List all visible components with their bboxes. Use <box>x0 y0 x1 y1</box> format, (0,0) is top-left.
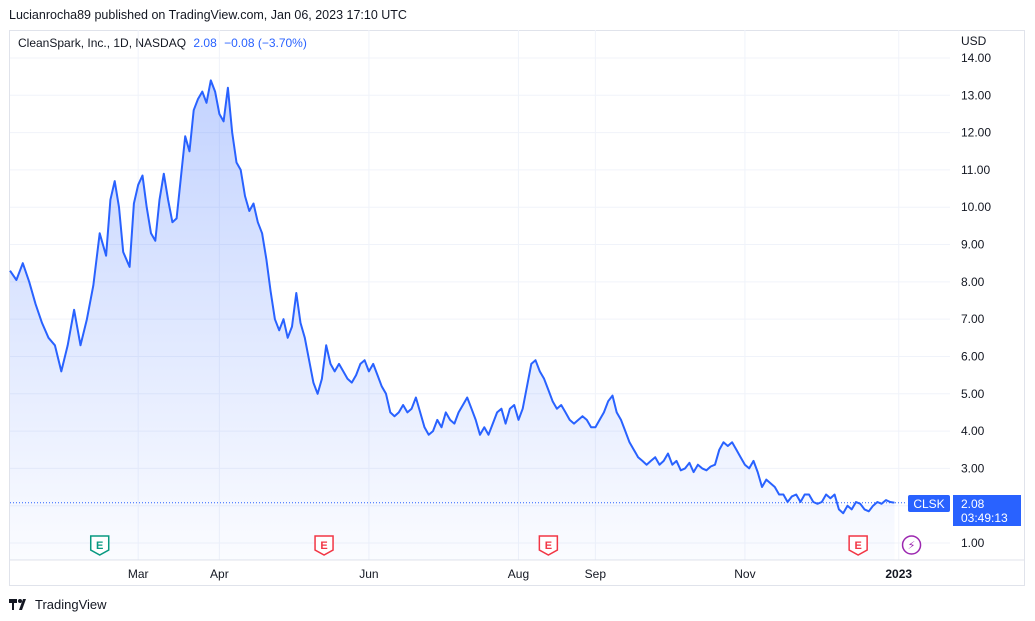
x-tick-label: Jun <box>359 567 378 581</box>
ticker-tag-label: CLSK <box>913 497 944 511</box>
y-tick-label: 10.00 <box>961 200 991 214</box>
y-tick-label: 11.00 <box>961 163 990 177</box>
y-tick-label: 6.00 <box>961 349 985 363</box>
earnings-badge <box>538 535 559 556</box>
x-tick-label: Nov <box>734 567 755 581</box>
x-tick-label: Sep <box>585 567 607 581</box>
earnings-label: E <box>854 540 861 552</box>
publisher-caption: Lucianrocha89 published on TradingView.c… <box>9 8 407 22</box>
x-tick-label: Apr <box>210 567 229 581</box>
symbol-price: 2.08 <box>193 36 217 50</box>
tradingview-logo[interactable]: TradingView <box>9 597 107 612</box>
earnings-label: E <box>320 540 327 552</box>
events-bar: E E E E ⚡ <box>89 535 922 556</box>
symbol-change: −0.08 (−3.70%) <box>224 36 307 50</box>
y-tick-label: 1.00 <box>961 536 985 550</box>
earnings-event-icon: E <box>314 535 334 556</box>
split-event-icon: ⚡ <box>901 535 922 555</box>
y-tick-label: 12.00 <box>961 126 991 140</box>
earnings-event-icon: E <box>89 535 110 556</box>
y-tick-label: 8.00 <box>961 275 985 289</box>
price-area <box>10 80 895 561</box>
y-tick-label: 14.00 <box>961 51 991 65</box>
symbol-name: CleanSpark, Inc., 1D, NASDAQ <box>18 36 187 50</box>
split-label: ⚡ <box>908 539 916 552</box>
x-axis[interactable]: Mar Apr Jun Aug Sep Nov 2023 <box>128 567 913 581</box>
symbol-legend[interactable]: CleanSpark, Inc., 1D, NASDAQ 2.08 −0.08 … <box>18 36 307 50</box>
earnings-label: E <box>545 540 552 552</box>
price-tag: CLSK 2.08 03:49:13 <box>908 495 1021 526</box>
chart-frame[interactable] <box>9 30 1025 586</box>
ticker-tag-bg <box>908 495 950 512</box>
y-tick-label: 7.00 <box>961 312 985 326</box>
earnings-label: E <box>96 540 103 552</box>
tradingview-logo-icon <box>9 599 26 610</box>
price-tag-bg <box>953 495 1021 526</box>
earnings-badge <box>848 535 868 556</box>
x-tick-label: 2023 <box>885 567 912 581</box>
x-tick-label: Mar <box>128 567 149 581</box>
split-badge <box>901 535 922 555</box>
y-tick-label: 13.00 <box>961 88 991 102</box>
y-tick-label: 3.00 <box>961 461 985 475</box>
y-tick-label: 5.00 <box>961 387 985 401</box>
currency-label: USD <box>961 34 987 48</box>
brand-name: TradingView <box>35 597 107 612</box>
earnings-badge <box>89 535 110 556</box>
earnings-event-icon: E <box>538 535 559 556</box>
price-tag-value: 2.08 <box>961 497 985 511</box>
y-axis[interactable]: 1.00 3.00 4.00 5.00 6.00 7.00 8.00 9.00 10.00 11.… <box>961 51 991 550</box>
earnings-event-icon: E <box>848 535 868 556</box>
price-line <box>9 79 895 515</box>
price-tag-countdown: 03:49:13 <box>961 511 1008 525</box>
y-tick-label: 9.00 <box>961 238 985 252</box>
earnings-badge <box>314 535 334 556</box>
x-tick-label: Aug <box>508 567 529 581</box>
y-tick-label: 4.00 <box>961 424 985 438</box>
